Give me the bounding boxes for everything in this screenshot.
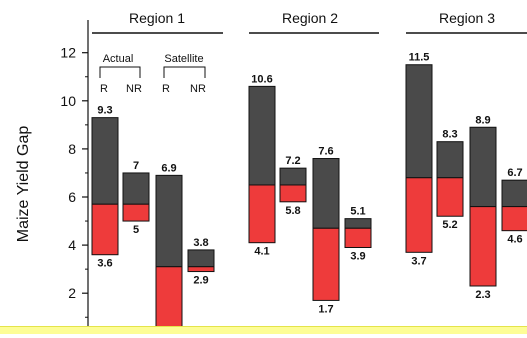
- legend-item-label: NR: [126, 83, 142, 95]
- bar-upper-segment: [405, 64, 433, 179]
- legend-item-label: NR: [190, 83, 206, 95]
- bar-lower-segment: [91, 203, 119, 256]
- bar-low-label: 3.6: [97, 258, 112, 270]
- bar-upper-segment: [122, 172, 150, 205]
- bar-upper-segment: [248, 85, 276, 186]
- bar-low-label: 2.9: [193, 275, 208, 287]
- bar-high-label: 10.6: [251, 73, 272, 85]
- bar-upper-segment: [91, 117, 119, 205]
- bar-upper-segment: [436, 141, 464, 179]
- bar-lower-segment: [436, 177, 464, 217]
- legend-bracket: [99, 66, 141, 78]
- bar-upper-segment: [344, 218, 372, 229]
- bar-low-label: 3.7: [411, 255, 426, 267]
- bar-low-label: 1.7: [318, 303, 333, 315]
- bar-lower-segment: [279, 184, 307, 203]
- bar-high-label: 6.9: [161, 162, 176, 174]
- y-tick-label: 6: [68, 189, 76, 205]
- y-tick-label: 4: [68, 237, 76, 253]
- y-tick-label: 2: [68, 285, 76, 301]
- bar-low-label: 4.1: [254, 246, 269, 258]
- y-tick-label: 8: [68, 141, 76, 157]
- bar-low-label: 2.3: [475, 289, 490, 301]
- legend-item-label: R: [100, 83, 108, 95]
- bar-upper-segment: [187, 249, 215, 268]
- bar-low-label: 5.8: [285, 205, 300, 217]
- bar-lower-segment: [405, 177, 433, 253]
- bar-lower-segment: [155, 266, 183, 334]
- bar-upper-segment: [501, 179, 527, 208]
- regions: Region 1 9.3 3.6 7 5 6.9 3.8 2.9 Region 2 10.6 4.1…: [91, 10, 527, 334]
- bar-upper-segment: [155, 174, 183, 268]
- bar-low-label: 5: [133, 224, 139, 236]
- bar-lower-segment: [344, 227, 372, 249]
- y-tick-label: 10: [60, 93, 76, 109]
- bar-upper-segment: [312, 158, 340, 229]
- bar-lower-segment: [501, 206, 527, 232]
- bar-lower-segment: [248, 184, 276, 244]
- bar-high-label: 6.7: [507, 167, 522, 179]
- bar-lower-segment: [122, 203, 150, 222]
- region-2: Region 2 10.6 4.1 7.2 5.8 7.6 1.7 5.1 3.9: [248, 10, 379, 315]
- bar-low-label: 3.9: [350, 251, 365, 263]
- legend-group-label: Satellite: [164, 53, 203, 65]
- bar-upper-segment: [469, 126, 497, 208]
- highlight-strip: [0, 326, 527, 334]
- bar-lower-segment: [469, 206, 497, 287]
- bar-high-label: 5.1: [350, 206, 365, 218]
- y-tick-label: 12: [60, 45, 76, 61]
- bar-lower-segment: [312, 227, 340, 301]
- bar-high-label: 11.5: [409, 52, 430, 64]
- legend-item-label: R: [162, 83, 170, 95]
- legend: Actual Satellite R NR R NR: [99, 53, 206, 95]
- legend-bracket: [163, 66, 206, 78]
- bar-high-label: 8.9: [475, 114, 490, 126]
- region-title: Region 1: [129, 10, 185, 26]
- bar-high-label: 8.3: [442, 129, 457, 141]
- region-title: Region 2: [282, 10, 338, 26]
- bar-lower-segment: [187, 266, 215, 273]
- region-1: Region 1 9.3 3.6 7 5 6.9 3.8 2.9: [91, 10, 223, 334]
- bar-low-label: 4.6: [507, 234, 522, 246]
- legend-group-label: Actual: [103, 53, 134, 65]
- bar-high-label: 7: [133, 160, 139, 172]
- bar-high-label: 7.2: [285, 155, 300, 167]
- y-ticks: 2 4 6 8 10 12: [60, 45, 88, 318]
- bar-high-label: 3.8: [193, 237, 208, 249]
- bar-upper-segment: [279, 167, 307, 186]
- region-3: Region 3 11.5 3.7 8.3 5.2 8.9 2.3 6.7 4.6: [405, 10, 527, 301]
- bar-high-label: 9.3: [97, 105, 112, 117]
- bar-low-label: 5.2: [442, 219, 457, 231]
- region-title: Region 3: [439, 10, 495, 26]
- y-axis-title: Maize Yield Gap: [15, 126, 32, 243]
- bar-high-label: 7.6: [318, 146, 333, 158]
